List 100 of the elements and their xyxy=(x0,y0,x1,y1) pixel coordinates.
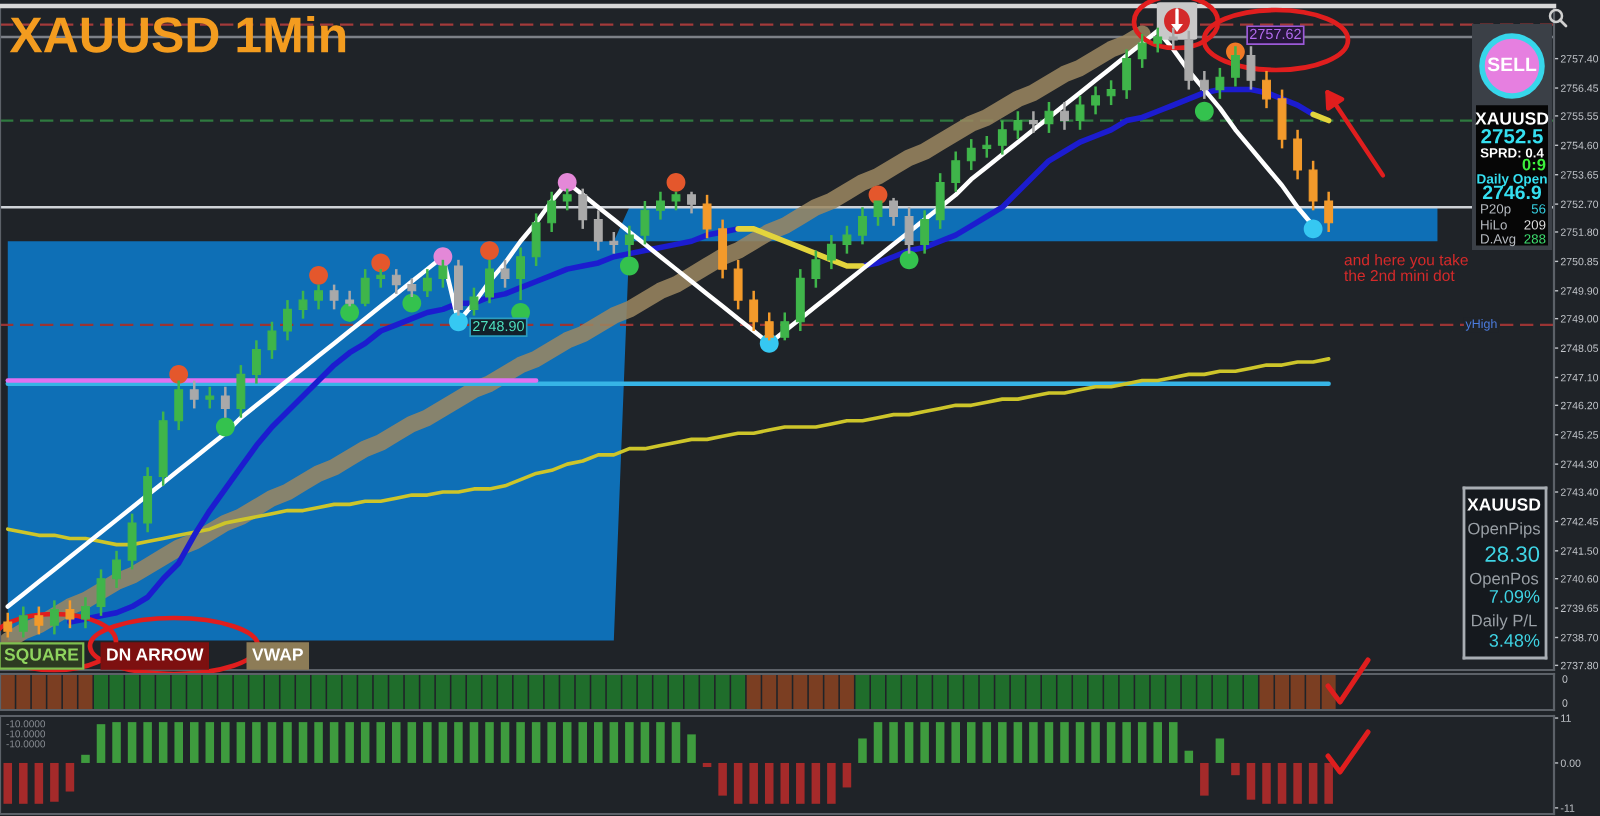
point xyxy=(449,312,468,332)
point xyxy=(899,250,919,270)
candlestick xyxy=(251,339,261,385)
candlestick xyxy=(329,283,339,311)
bar xyxy=(1169,722,1178,763)
point xyxy=(371,253,391,273)
bar xyxy=(1106,722,1116,763)
bar xyxy=(500,722,510,763)
candlestick xyxy=(1215,66,1225,101)
candlestick xyxy=(360,267,370,308)
bar xyxy=(687,734,696,763)
bar xyxy=(252,722,261,763)
candlestick xyxy=(422,267,432,299)
bar xyxy=(423,722,432,763)
candlestick xyxy=(407,277,417,299)
candlestick xyxy=(624,224,634,258)
candlestick xyxy=(1153,26,1163,54)
candlestick xyxy=(1246,44,1256,91)
candlestick xyxy=(873,199,883,228)
candlestick xyxy=(920,209,930,255)
candlestick xyxy=(112,549,121,590)
candlestick xyxy=(34,605,44,636)
bar xyxy=(1231,762,1240,776)
bar xyxy=(998,722,1007,763)
bar xyxy=(656,722,665,763)
candlestick xyxy=(174,379,184,432)
bar xyxy=(904,722,914,763)
candlestick xyxy=(889,196,898,228)
bar xyxy=(81,754,90,763)
annotation: XAUUSD xyxy=(1475,112,1549,125)
bar xyxy=(1277,762,1287,804)
bar xyxy=(267,722,277,763)
candlestick xyxy=(500,258,510,289)
bar xyxy=(298,722,308,763)
candlestick xyxy=(749,289,759,333)
bar xyxy=(143,722,152,763)
candlestick xyxy=(1028,110,1038,135)
candlestick xyxy=(578,187,588,231)
bar xyxy=(702,762,712,768)
candlestick xyxy=(298,289,308,320)
bar xyxy=(392,722,401,763)
candlestick xyxy=(764,311,774,342)
bar xyxy=(811,762,821,804)
bar xyxy=(407,722,417,763)
bar xyxy=(221,722,230,763)
candlestick xyxy=(671,190,681,212)
bar xyxy=(1044,722,1054,763)
point xyxy=(666,173,686,192)
candlestick xyxy=(702,193,712,240)
candlestick xyxy=(485,258,494,305)
candlestick xyxy=(966,137,976,172)
bar xyxy=(594,722,603,763)
candlestick xyxy=(1308,159,1318,212)
bar xyxy=(96,724,106,763)
bar xyxy=(1029,722,1038,763)
bar xyxy=(314,722,323,763)
candlestick xyxy=(640,199,650,246)
bar xyxy=(733,762,743,804)
bar xyxy=(516,722,525,763)
bar xyxy=(1308,762,1318,804)
candlestick xyxy=(1106,79,1116,107)
bar xyxy=(1060,722,1069,763)
annotation: SELL xyxy=(1487,57,1537,72)
candlestick xyxy=(795,267,805,333)
bar xyxy=(329,722,339,763)
bar xyxy=(1122,722,1131,763)
candlestick xyxy=(96,568,106,618)
candlestick xyxy=(18,605,28,639)
bar xyxy=(438,722,448,763)
annotation: 2752.5 xyxy=(1481,128,1543,144)
bar xyxy=(531,722,541,763)
candlestick xyxy=(220,385,230,419)
bar xyxy=(65,762,75,792)
bar xyxy=(842,762,852,788)
candlestick xyxy=(1091,85,1101,116)
candlestick xyxy=(609,230,619,255)
bar xyxy=(562,722,572,763)
candlestick xyxy=(267,320,277,361)
point xyxy=(480,241,499,260)
bar xyxy=(158,722,168,763)
bar xyxy=(112,722,121,763)
candlestick xyxy=(780,311,790,342)
candlestick xyxy=(718,218,728,280)
bar xyxy=(764,762,774,804)
candlestick xyxy=(733,258,743,311)
candlestick xyxy=(531,212,541,268)
candlestick xyxy=(1184,29,1194,91)
bar xyxy=(189,722,199,763)
point xyxy=(309,265,328,285)
bar xyxy=(1153,722,1162,763)
point xyxy=(215,417,235,437)
point xyxy=(169,364,189,384)
candlestick xyxy=(1262,69,1271,110)
bar xyxy=(283,722,292,763)
bar xyxy=(609,722,619,763)
point xyxy=(433,247,453,267)
candlestick xyxy=(438,258,448,289)
bar xyxy=(3,762,13,804)
bar xyxy=(345,722,354,763)
candlestick xyxy=(997,119,1007,156)
